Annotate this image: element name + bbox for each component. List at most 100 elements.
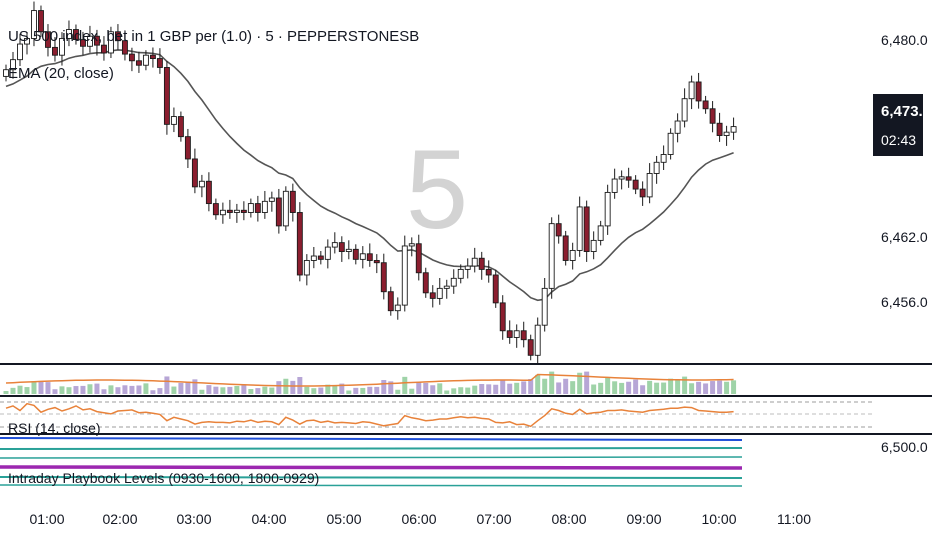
rsi-pane[interactable]: RSI (14, close) xyxy=(0,401,932,436)
volume-bar xyxy=(465,387,471,394)
candle xyxy=(646,163,653,204)
volume-bar xyxy=(276,381,282,394)
playbook-pane[interactable]: 6,500.0 Intraday Playbook Levels (0930-1… xyxy=(0,437,928,487)
volume-bar xyxy=(304,386,310,394)
time-tick: 10:00 xyxy=(701,511,736,527)
candle xyxy=(24,32,30,55)
candle xyxy=(590,231,597,260)
candle xyxy=(191,148,198,194)
candle xyxy=(128,47,135,72)
volume-bar xyxy=(73,386,79,394)
candle xyxy=(632,175,639,195)
time-tick: 04:00 xyxy=(251,511,286,527)
volume-bar xyxy=(507,383,513,394)
symbol-title[interactable]: US 500 index, bet in 1 GBP per (1.0) · 5… xyxy=(8,28,419,45)
candle xyxy=(408,237,415,257)
volume-bar xyxy=(234,386,240,394)
volume-bar xyxy=(584,371,590,394)
candle xyxy=(415,234,422,281)
candle xyxy=(366,243,373,267)
volume-bar xyxy=(178,382,184,394)
ema-indicator-label[interactable]: EMA (20, close) xyxy=(8,65,114,82)
volume-bar xyxy=(493,384,499,394)
rsi-indicator-label[interactable]: RSI (14, close) xyxy=(8,420,101,436)
candle xyxy=(87,25,93,53)
candle xyxy=(618,170,625,190)
volume-bar xyxy=(101,389,107,394)
volume-bar xyxy=(409,388,415,394)
volume-bar xyxy=(325,384,331,394)
volume-pane[interactable] xyxy=(0,363,932,397)
volume-bar xyxy=(654,382,660,394)
volume-bar xyxy=(66,387,72,394)
volume-bar xyxy=(458,387,464,394)
candle xyxy=(80,31,86,56)
volume-bar xyxy=(598,382,604,394)
candle xyxy=(100,36,107,61)
volume-bar xyxy=(318,387,324,394)
volume-bar xyxy=(451,388,457,394)
volume-bar xyxy=(535,374,541,394)
candle xyxy=(107,26,114,58)
candle xyxy=(695,72,702,109)
volume-bar xyxy=(563,378,569,394)
candle xyxy=(702,95,709,114)
playbook-indicator-label[interactable]: Intraday Playbook Levels (0930-1600, 180… xyxy=(8,470,319,486)
time-tick: 01:00 xyxy=(29,511,64,527)
candle xyxy=(450,269,457,294)
volume-bar xyxy=(374,386,380,394)
volume-bar xyxy=(647,380,653,394)
candle xyxy=(464,258,471,279)
time-tick: 09:00 xyxy=(626,511,661,527)
candle xyxy=(17,33,23,67)
volume-bar xyxy=(675,379,681,394)
candle xyxy=(653,155,660,184)
candle-layer xyxy=(3,1,737,365)
volume-bar xyxy=(185,381,191,394)
volume-bar xyxy=(514,382,520,394)
volume-bar xyxy=(52,389,58,394)
candle xyxy=(184,128,191,168)
volume-bar xyxy=(542,378,548,394)
volume-bar xyxy=(122,385,128,394)
candle xyxy=(289,183,296,222)
last-price-value: 6,473.1 xyxy=(881,103,931,120)
volume-bar xyxy=(731,380,737,394)
price-axis[interactable]: 6,480.0 6,462.0 6,456.0 6,473.1 02:43 xyxy=(873,32,931,310)
time-tick: 07:00 xyxy=(476,511,511,527)
candle xyxy=(520,321,527,348)
volume-bar xyxy=(262,386,268,394)
playbook-level-purple xyxy=(0,465,743,470)
volume-bar xyxy=(605,377,611,394)
volume-bar xyxy=(689,383,695,394)
candle xyxy=(457,264,464,284)
price-tick: 6,462.0 xyxy=(881,229,928,245)
candle xyxy=(394,297,401,320)
volume-bar xyxy=(668,378,674,394)
volume-bar xyxy=(402,376,408,394)
playbook-axis-tick: 6,500.0 xyxy=(881,439,928,455)
volume-bar xyxy=(381,380,387,394)
volume-bar xyxy=(528,379,534,394)
candle xyxy=(268,191,275,212)
volume-bar xyxy=(171,386,177,394)
candle xyxy=(240,201,247,221)
volume-bar xyxy=(710,381,716,394)
volume-bar xyxy=(416,381,422,394)
candle xyxy=(31,1,37,47)
candle xyxy=(716,112,723,142)
volume-bar xyxy=(129,385,135,394)
candle xyxy=(387,286,394,316)
time-tick: 06:00 xyxy=(401,511,436,527)
time-axis[interactable]: 01:00 02:00 03:00 04:00 05:00 06:00 07:0… xyxy=(29,511,811,527)
candle xyxy=(198,174,205,198)
volume-bar xyxy=(143,383,149,394)
candle xyxy=(212,198,219,220)
volume-bar xyxy=(311,388,317,394)
volume-bar xyxy=(388,381,394,394)
candle xyxy=(604,184,611,235)
candle xyxy=(667,128,674,160)
volume-bar xyxy=(24,387,30,394)
